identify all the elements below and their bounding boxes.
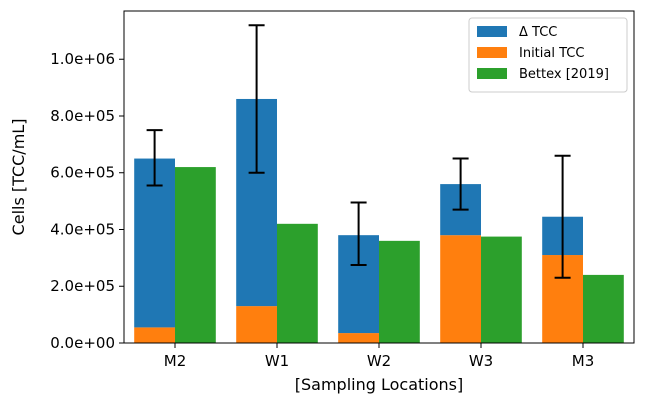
error-bar-m3: [554, 154, 571, 279]
x-tick-label-w1: W1: [265, 352, 289, 370]
error-bar-w1: [248, 24, 265, 174]
bar-bettex-2019-m2: [175, 167, 216, 343]
x-tick-label-w3: W3: [469, 352, 493, 370]
legend-swatch-bettex-2019: [477, 68, 507, 79]
legend-label-initial-tcc: Initial TCC: [519, 46, 584, 61]
legend-label-bettex-2019: Bettex [2019]: [519, 67, 609, 82]
legend-swatch-initial-tcc: [477, 47, 507, 58]
bar-tcc-m2: [134, 158, 175, 328]
error-bars-layer: [146, 24, 571, 279]
x-tick-label-m2: M2: [164, 352, 187, 370]
legend-box: [468, 17, 628, 93]
legend-label-delta-tcc: Δ TCC: [519, 25, 557, 40]
bar-initial-tcc-w2: [338, 333, 379, 343]
y-tick-label-0: 0.0e+00: [50, 334, 115, 352]
x-tick-label-w2: W2: [367, 352, 391, 370]
y-tick-label-2: 4.0e+05: [50, 220, 115, 238]
bar-initial-tcc-w3: [440, 235, 481, 343]
x-tick-label-m3: M3: [572, 352, 595, 370]
y-axis: 0.0e+00 2.0e+05 4.0e+05 6.0e+05 8.0e+05 1.0e+…: [50, 50, 124, 352]
y-tick-label-1: 2.0e+05: [50, 277, 115, 295]
bar-initial-tcc-m2: [134, 327, 175, 343]
x-axis: M2 W1 W2 W3 M3: [164, 343, 595, 370]
bar-initial-tcc-w1: [236, 306, 277, 343]
bar-bettex-2019-m3: [583, 274, 624, 343]
error-bar-w3: [452, 157, 469, 211]
bar-bettex-2019-w3: [481, 236, 522, 343]
error-bar-w2: [350, 201, 367, 266]
legend-swatch-delta-tcc: [477, 26, 507, 37]
legend: Δ TCC Initial TCC Bettex [2019]: [468, 17, 628, 93]
y-tick-label-5: 1.0e+06: [50, 50, 115, 68]
y-axis-title: Cells [TCC/mL]: [9, 119, 28, 236]
bar-bettex-2019-w1: [277, 223, 318, 343]
error-bar-m2: [146, 129, 163, 187]
y-tick-label-4: 8.0e+05: [50, 107, 115, 125]
bar-bettex-2019-w2: [379, 240, 420, 343]
bars-layer: [134, 98, 624, 343]
x-axis-title: [Sampling Locations]: [295, 375, 463, 394]
y-tick-label-3: 6.0e+05: [50, 164, 115, 182]
